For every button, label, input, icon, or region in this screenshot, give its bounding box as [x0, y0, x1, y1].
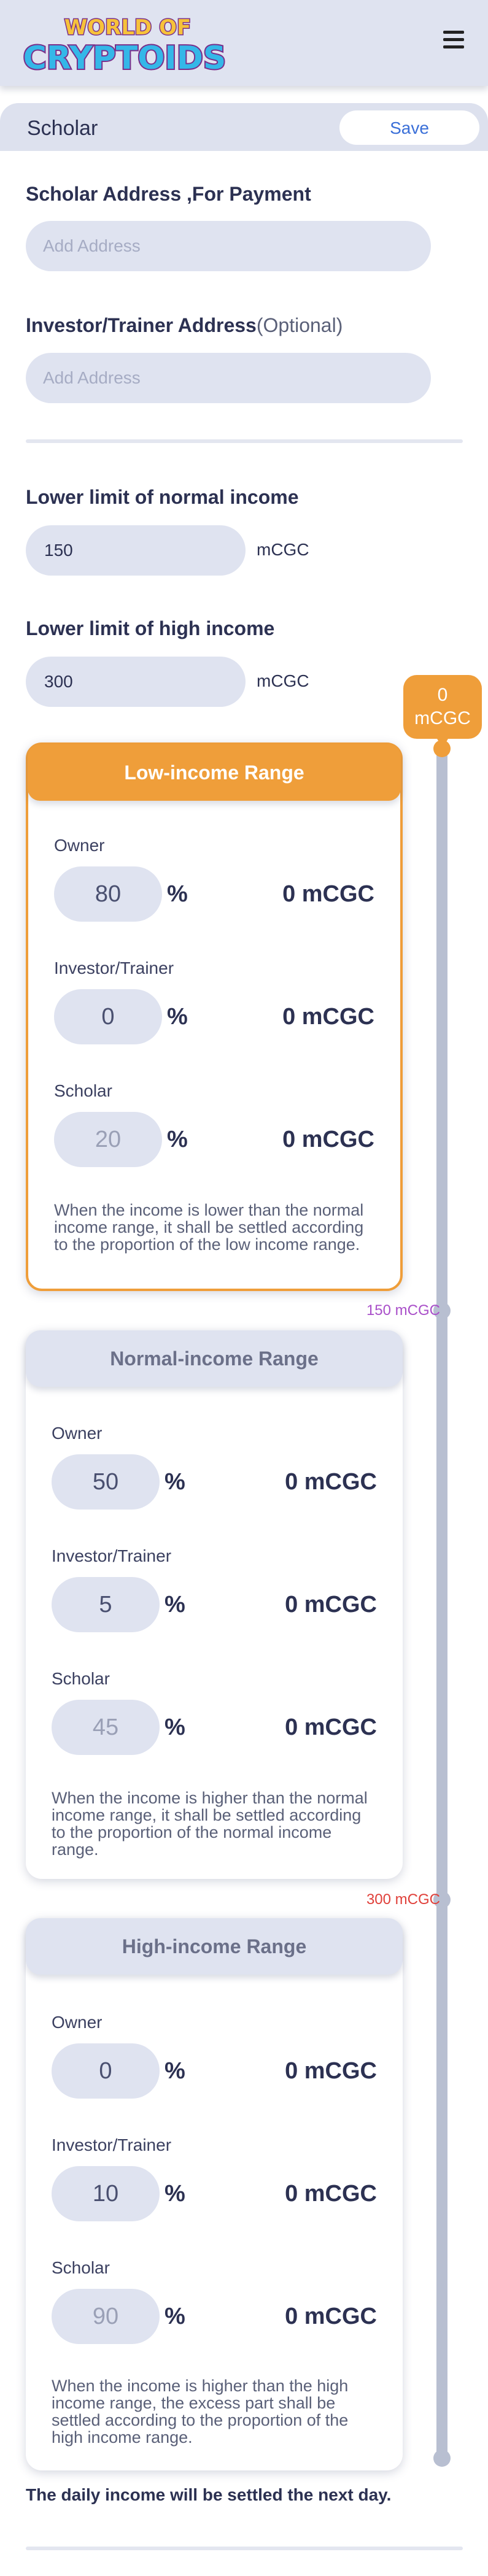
- optional-tag: (Optional): [256, 314, 343, 336]
- hamburger-menu-icon[interactable]: [443, 31, 464, 49]
- investor-address-label-text: Investor/Trainer Address: [26, 314, 257, 336]
- normal-owner-percent-input[interactable]: [52, 1454, 160, 1510]
- income-slider-handle[interactable]: [433, 740, 451, 757]
- normal-income-range-card[interactable]: Normal-income Range Owner % 0 mCGC Inves…: [26, 1330, 403, 1879]
- high-limit-input[interactable]: [26, 657, 246, 707]
- investor-label: Investor/Trainer: [54, 958, 174, 978]
- section-header: Scholar Save: [0, 103, 488, 151]
- normal-income-range-title: Normal-income Range: [26, 1330, 403, 1387]
- high-income-range-card[interactable]: High-income Range Owner % 0 mCGC Investo…: [26, 1918, 403, 2470]
- scholar-label: Scholar: [52, 2258, 110, 2277]
- save-button[interactable]: Save: [339, 110, 479, 145]
- low-investor-percent-input[interactable]: [54, 989, 162, 1044]
- low-income-range-description: When the income is lower than the normal…: [54, 1201, 364, 1254]
- divider: [26, 439, 463, 443]
- normal-limit-unit: mCGC: [257, 540, 309, 559]
- low-scholar-percent-value: [54, 1112, 162, 1167]
- normal-scholar-percent-value: [52, 1700, 160, 1755]
- footer-divider: [26, 2547, 463, 2550]
- high-limit-mark-label: 300 mCGC: [366, 1891, 440, 1908]
- scholar-label: Scholar: [54, 1081, 112, 1100]
- logo-line1: WORLD OF: [64, 15, 191, 40]
- percent-sign: %: [165, 1469, 185, 1495]
- percent-sign: %: [165, 2304, 185, 2329]
- percent-sign: %: [167, 881, 188, 907]
- current-income-unit: mCGC: [414, 708, 471, 728]
- scholar-label: Scholar: [52, 1669, 110, 1688]
- high-investor-percent-input[interactable]: [52, 2166, 160, 2221]
- percent-sign: %: [165, 2181, 185, 2207]
- income-slider-track[interactable]: [436, 749, 447, 2461]
- high-limit-label: Lower limit of high income: [26, 617, 275, 639]
- scholar-address-label: Scholar Address ,For Payment: [26, 183, 311, 205]
- settlement-note: The daily income will be settled the nex…: [26, 2485, 392, 2504]
- low-owner-percent-input[interactable]: [54, 866, 162, 922]
- high-income-range-title: High-income Range: [26, 1918, 403, 1975]
- logo-line2: CRYPTOIDS: [23, 40, 227, 77]
- high-owner-amount: 0 mCGC: [285, 2058, 377, 2084]
- low-investor-amount: 0 mCGC: [282, 1004, 374, 1030]
- high-income-range-description: When the income is higher than the high …: [52, 2377, 349, 2447]
- low-income-range-card[interactable]: Low-income Range Owner % 0 mCGC Investor…: [26, 742, 403, 1291]
- normal-limit-label: Lower limit of normal income: [26, 486, 299, 508]
- normal-limit-mark-label: 150 mCGC: [366, 1302, 440, 1319]
- percent-sign: %: [167, 1004, 188, 1030]
- normal-limit-input[interactable]: [26, 525, 246, 576]
- percent-sign: %: [165, 2058, 185, 2084]
- low-scholar-amount: 0 mCGC: [282, 1127, 374, 1152]
- high-investor-amount: 0 mCGC: [285, 2181, 377, 2207]
- percent-sign: %: [165, 1714, 185, 1740]
- owner-label: Owner: [52, 2013, 103, 2032]
- investor-label: Investor/Trainer: [52, 2135, 172, 2154]
- current-income-bubble: 0 mCGC: [403, 675, 482, 749]
- current-income-value: 0: [437, 685, 448, 705]
- normal-scholar-amount: 0 mCGC: [285, 1714, 377, 1740]
- high-limit-marker: [433, 1891, 451, 1908]
- high-owner-percent-input[interactable]: [52, 2043, 160, 2099]
- world-of-cryptoids-logo[interactable]: WORLD OF CRYPTOIDS: [11, 10, 238, 78]
- top-bar: WORLD OF CRYPTOIDS: [0, 0, 488, 86]
- percent-sign: %: [165, 1592, 185, 1618]
- low-income-range-title: Low-income Range: [28, 744, 401, 801]
- investor-address-input[interactable]: [26, 353, 431, 403]
- percent-sign: %: [167, 1127, 188, 1152]
- owner-label: Owner: [52, 1424, 103, 1443]
- normal-investor-amount: 0 mCGC: [285, 1592, 377, 1618]
- investor-label: Investor/Trainer: [52, 1546, 172, 1565]
- scholar-address-input[interactable]: [26, 221, 431, 271]
- owner-label: Owner: [54, 836, 105, 855]
- investor-address-label: Investor/Trainer Address(Optional): [26, 314, 343, 337]
- section-title: Scholar: [27, 117, 98, 140]
- normal-investor-percent-input[interactable]: [52, 1577, 160, 1632]
- normal-limit-marker: [433, 1302, 451, 1319]
- high-scholar-amount: 0 mCGC: [285, 2304, 377, 2329]
- low-owner-amount: 0 mCGC: [282, 881, 374, 907]
- high-limit-unit: mCGC: [257, 671, 309, 690]
- high-scholar-percent-value: [52, 2289, 160, 2344]
- normal-owner-amount: 0 mCGC: [285, 1469, 377, 1495]
- slider-end-marker: [433, 2450, 451, 2467]
- normal-income-range-description: When the income is higher than the norma…: [52, 1789, 368, 1859]
